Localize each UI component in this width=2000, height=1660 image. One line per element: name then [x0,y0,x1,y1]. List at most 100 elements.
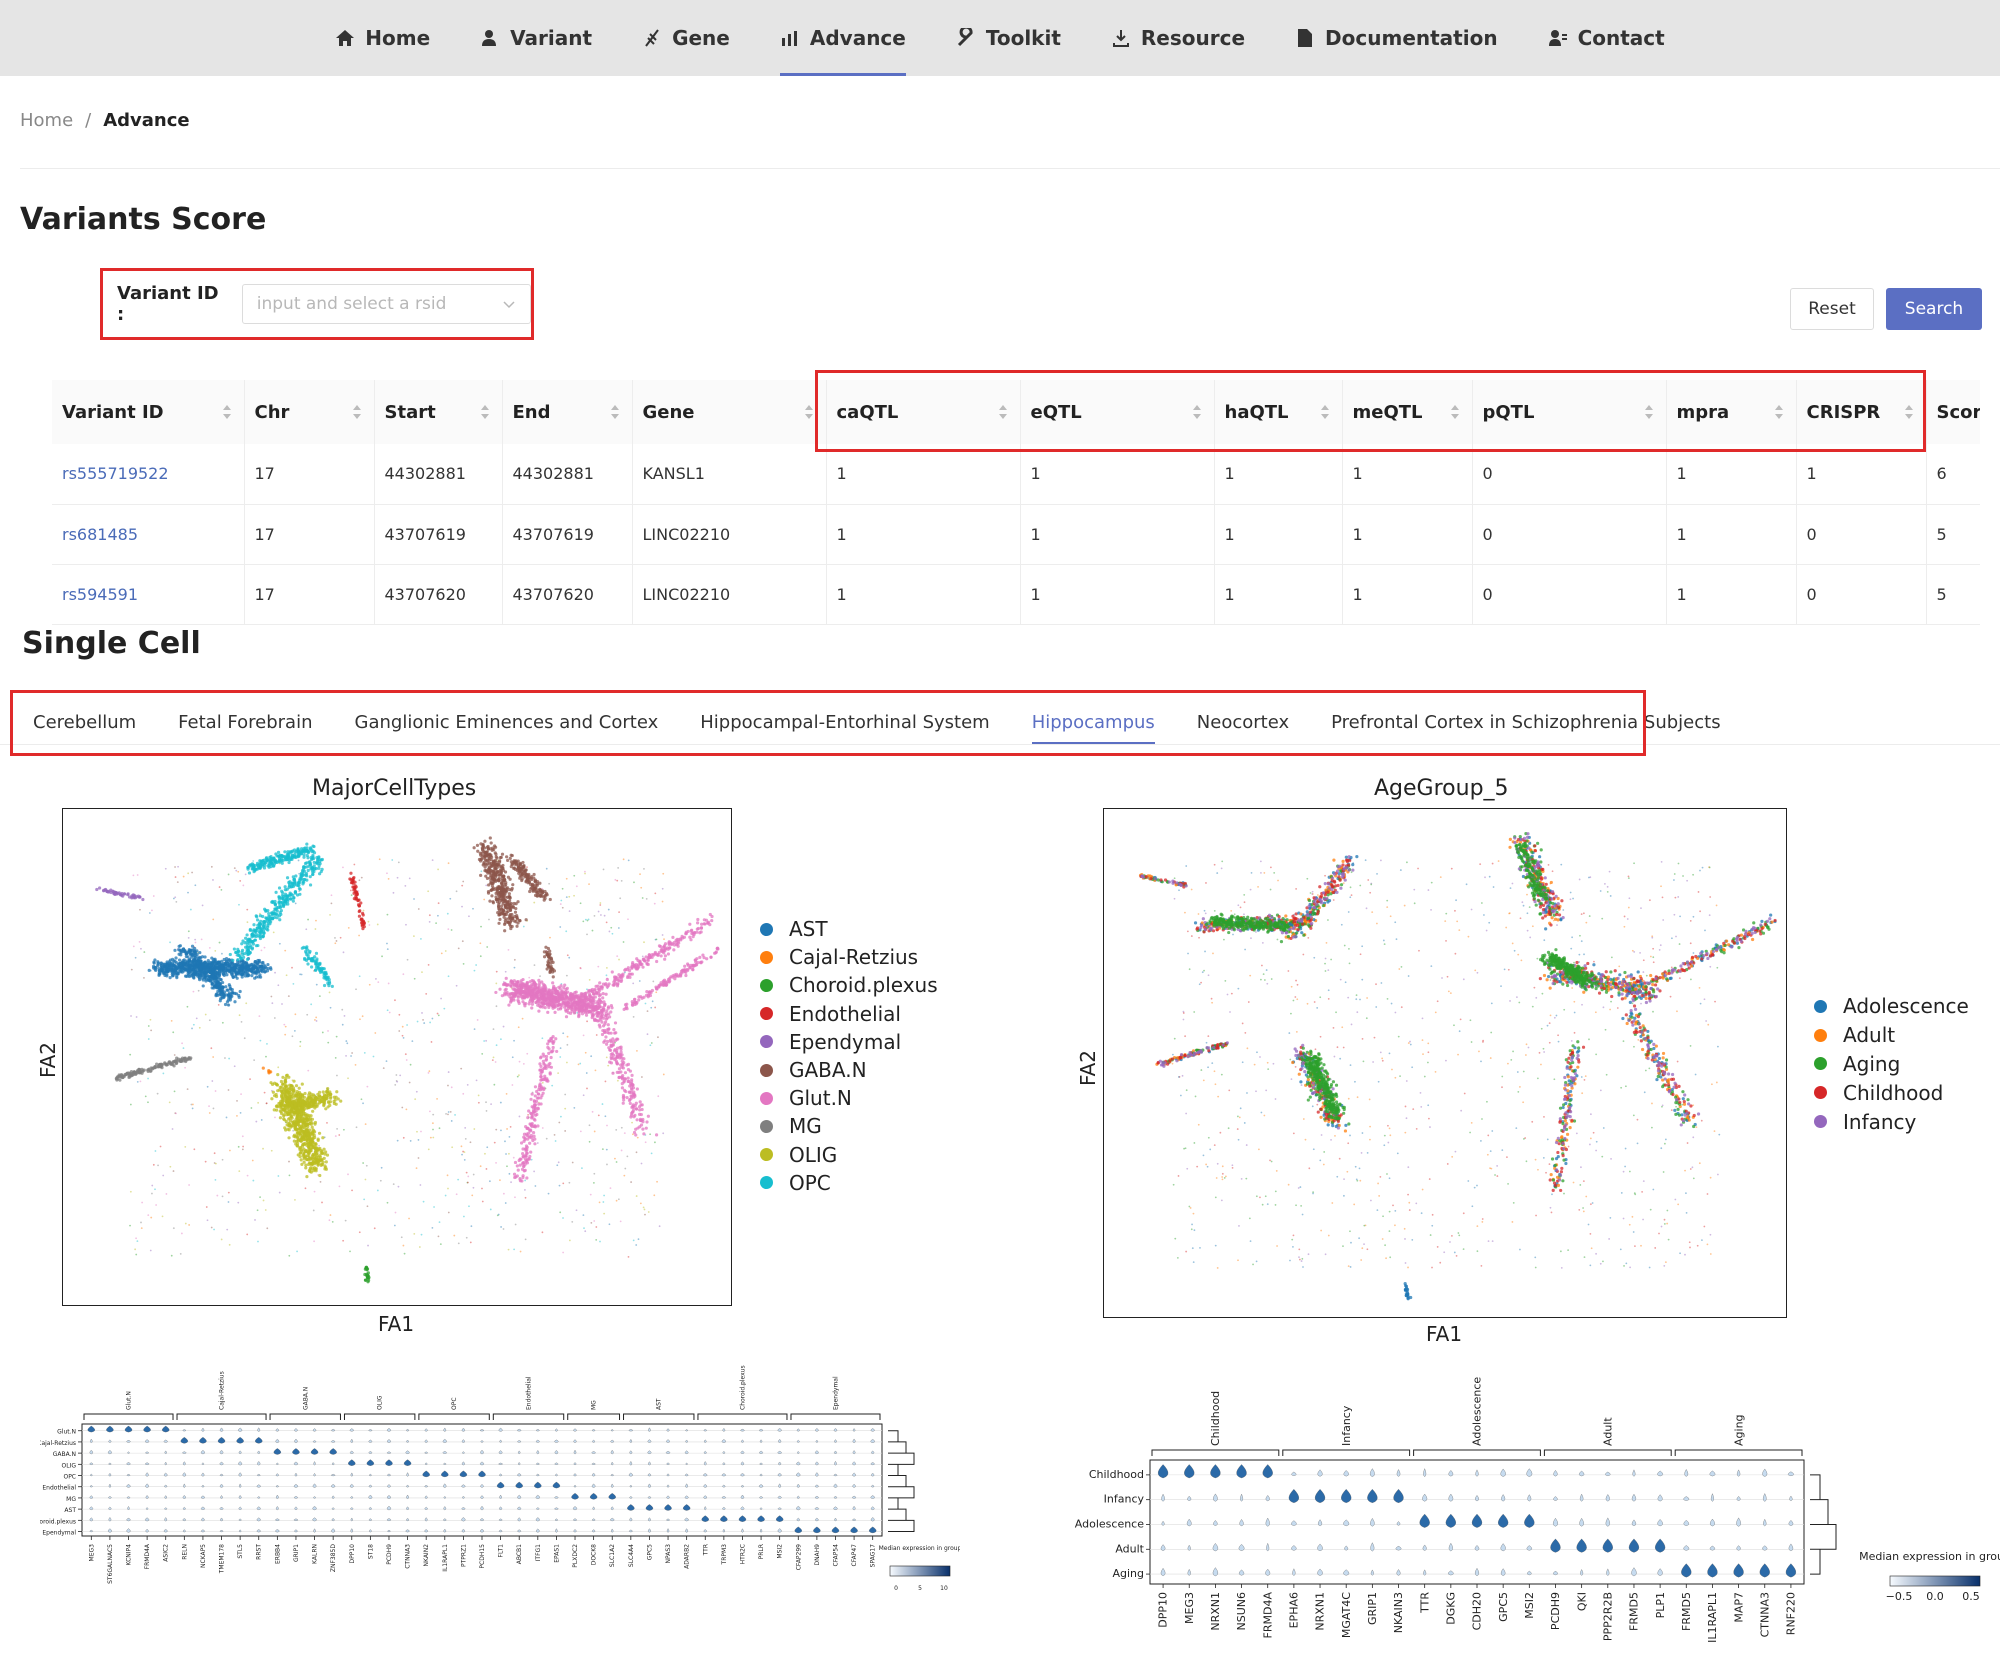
violin-mark [518,1462,521,1466]
violin-gene-label: PLXDC2 [572,1544,579,1568]
violin-mark [685,1483,688,1488]
tab-hippocampus[interactable]: Hippocampus [1011,690,1176,754]
table-cell[interactable]: rs681485 [52,504,245,565]
column-header-eqtl[interactable]: eQTL [1020,380,1215,444]
column-header-start[interactable]: Start [374,380,503,444]
violin-mark [666,1518,670,1521]
variant-link[interactable]: rs555719522 [62,464,169,484]
violin-mark [703,1461,707,1466]
violin-mark [145,1439,150,1443]
violin-mark [796,1517,800,1522]
violin-mark [611,1461,614,1466]
violin-group-label: GABA.N [302,1387,309,1410]
violin-mark [1527,1570,1532,1576]
tab-prefrontal-cortex-in-schizophrenia-subjects[interactable]: Prefrontal Cortex in Schizophrenia Subje… [1331,711,1721,733]
violin-mark [199,1437,207,1444]
violin-mark [461,1461,465,1466]
column-header-end[interactable]: End [502,380,633,444]
violin-mark [759,1496,763,1499]
violin-gene-label: NCKAP5 [200,1544,207,1568]
column-header-score[interactable]: Score [1926,380,1980,444]
tab-cerebellum[interactable]: Cerebellum [33,711,137,733]
table-cell[interactable]: rs594591 [52,564,245,625]
violin-mark [1448,1470,1454,1477]
scatter-cluster [363,1265,371,1284]
sort-icon[interactable] [1192,404,1202,420]
nav-contact[interactable]: Contact [1523,0,1690,76]
variant-link[interactable]: rs681485 [62,524,138,544]
nav-toolkit[interactable]: Toolkit [931,0,1086,76]
violin-mark [554,1518,558,1521]
violin-mark [757,1515,765,1522]
table-cell[interactable]: rs555719522 [52,444,245,505]
violin-mark [555,1528,558,1533]
violin-mark [1445,1513,1456,1528]
violin-mark [496,1481,505,1489]
violin-gene-label: GPC5 [646,1544,653,1560]
column-header-meqtl[interactable]: meQTL [1342,380,1473,444]
violin-mark [1759,1563,1770,1578]
violin-mark [517,1494,522,1499]
violin-mark [107,1528,112,1533]
legend-label: OLIG [789,1142,838,1167]
column-header-label: End [512,401,551,423]
legend-label: Aging [1843,1051,1901,1076]
violin-mark [331,1484,336,1488]
legend-swatch [760,922,773,936]
column-header-chr[interactable]: Chr [244,380,375,444]
sort-icon[interactable] [1450,404,1460,420]
tab-neocortex[interactable]: Neocortex [1196,711,1290,733]
variant-id-select[interactable]: input and select a rsid [241,284,531,324]
violin-mark [255,1437,263,1444]
column-header-pqtl[interactable]: pQTL [1472,380,1667,444]
violin-mark [554,1496,559,1499]
nav-advance[interactable]: Advance [755,0,931,76]
nav-documentation[interactable]: Documentation [1270,0,1523,76]
nav-home[interactable]: Home [310,0,455,76]
search-button[interactable]: Search [1886,288,1982,330]
violin-mark [1238,1569,1245,1576]
violin-group-label: Adult [1601,1417,1614,1446]
violin-mark [1762,1468,1768,1477]
violin-group-label: Cajal-Retzius [219,1371,226,1410]
sort-icon[interactable] [222,404,232,420]
colorbar-tick: 0 [894,1585,898,1592]
sort-icon[interactable] [352,404,362,420]
violin-mark [1580,1569,1584,1576]
violin-mark [869,1526,877,1534]
column-header-caqtl[interactable]: caQTL [826,380,1021,444]
variant-link[interactable]: rs594591 [62,584,138,604]
violin-mark [666,1428,670,1432]
table-viewport[interactable]: Variant ID Chr Start End Gene caQTL eQTL haQTL m… [0,0,1980,640]
nav-variant[interactable]: Variant [455,0,617,76]
nav-gene[interactable]: Gene [617,0,755,76]
nav-resource[interactable]: Resource [1086,0,1270,76]
violin-mark [275,1506,279,1511]
column-header-gene[interactable]: Gene [632,380,827,444]
violin-mark [310,1448,319,1455]
sort-icon[interactable] [1904,404,1914,420]
tab-ganglionic-eminences-and-cortex[interactable]: Ganglionic Eminences and Cortex [354,711,659,733]
tab-hippocampal-entorhinal-system[interactable]: Hippocampal-Entorhinal System [700,711,990,733]
sort-icon[interactable] [480,404,490,420]
sort-icon[interactable] [804,404,814,420]
tab-fetal-forebrain[interactable]: Fetal Forebrain [178,711,313,733]
legend-swatch [760,978,773,992]
column-header-haqtl[interactable]: haQTL [1214,380,1343,444]
sort-icon[interactable] [1774,404,1784,420]
sort-icon[interactable] [610,404,620,420]
sort-icon[interactable] [1320,404,1330,420]
column-header-crispr[interactable]: CRISPR [1796,380,1927,444]
column-header-mpra[interactable]: mpra [1666,380,1797,444]
violin-mark [294,1506,298,1510]
violin-mark [515,1481,523,1489]
reset-button[interactable]: Reset [1790,288,1874,330]
sort-icon[interactable] [1644,404,1654,420]
violin-mark [406,1506,410,1510]
breadcrumb-home[interactable]: Home [20,110,74,131]
violin-gene-label: ABCB1 [516,1544,523,1564]
column-header-variant-id[interactable]: Variant ID [52,380,245,444]
sort-icon[interactable] [998,404,1008,420]
violin-mark [1422,1544,1427,1551]
legend-entry: Cajal-Retzius [760,943,938,971]
